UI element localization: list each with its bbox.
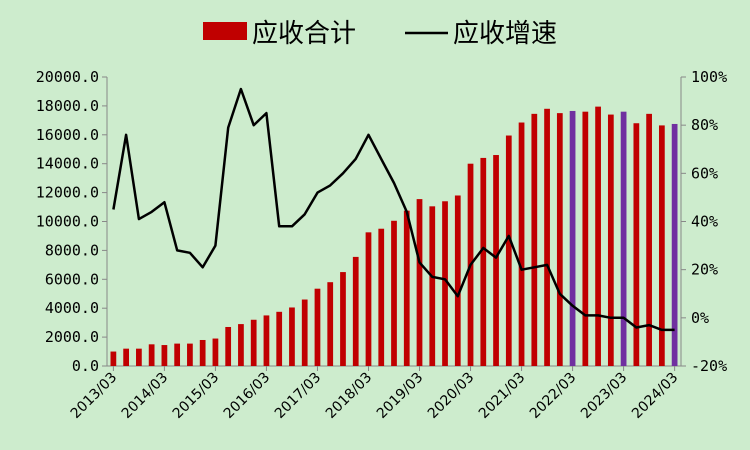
x-tick-label: 2014/03 bbox=[119, 370, 171, 422]
bar bbox=[582, 111, 589, 367]
growth-line-layer bbox=[112, 87, 675, 332]
right-tick-label: 100% bbox=[691, 68, 727, 86]
x-tick-label: 2024/03 bbox=[629, 370, 681, 422]
x-tick-label: 2022/03 bbox=[527, 370, 579, 422]
x-tick-label: 2017/03 bbox=[272, 370, 324, 422]
bar bbox=[442, 201, 448, 366]
x-tick-label: 2018/03 bbox=[323, 370, 375, 422]
bar bbox=[416, 199, 423, 366]
left-tick-label: 4000.0 bbox=[45, 299, 99, 317]
legend-bar-label: 应收合计 bbox=[252, 19, 356, 49]
bar bbox=[671, 123, 678, 367]
bar bbox=[391, 220, 397, 366]
left-tick-label: 12000.0 bbox=[36, 184, 99, 202]
bar bbox=[429, 206, 436, 366]
bar bbox=[225, 326, 232, 366]
bar bbox=[110, 351, 117, 366]
bar bbox=[544, 108, 550, 366]
x-tick-label: 2016/03 bbox=[221, 370, 273, 422]
left-tick-label: 16000.0 bbox=[36, 126, 99, 144]
bar bbox=[263, 315, 270, 366]
left-tick-label: 0.0 bbox=[72, 357, 99, 375]
bar bbox=[148, 344, 155, 366]
bar bbox=[314, 288, 321, 366]
bar bbox=[556, 113, 563, 366]
x-tick-label: 2020/03 bbox=[425, 370, 477, 422]
right-tick-label: 20% bbox=[691, 261, 718, 279]
x-tick-label: 2019/03 bbox=[374, 370, 426, 422]
x-tick-label: 2013/03 bbox=[68, 370, 120, 422]
left-tick-label: 18000.0 bbox=[36, 97, 99, 115]
right-tick-label: 0% bbox=[691, 309, 709, 327]
legend-line-label: 应收增速 bbox=[453, 19, 557, 49]
legend-bar-swatch bbox=[203, 22, 247, 40]
bar bbox=[365, 232, 372, 366]
bar bbox=[276, 311, 283, 366]
bar bbox=[340, 272, 346, 366]
bar bbox=[569, 110, 576, 367]
bar bbox=[620, 111, 627, 367]
bar bbox=[531, 113, 538, 366]
right-tick-label: -20% bbox=[691, 357, 727, 375]
bar bbox=[633, 123, 640, 367]
bar bbox=[136, 348, 142, 366]
bar bbox=[327, 282, 334, 366]
bar bbox=[352, 256, 359, 366]
left-tick-label: 2000.0 bbox=[45, 328, 99, 346]
bar bbox=[646, 113, 652, 366]
bar bbox=[187, 343, 193, 366]
bar bbox=[212, 338, 219, 366]
bars bbox=[110, 106, 678, 367]
bar bbox=[595, 106, 601, 366]
bar bbox=[289, 307, 295, 366]
bar bbox=[301, 299, 308, 366]
bar bbox=[378, 228, 385, 366]
legend: 应收合计 应收增速 bbox=[203, 19, 557, 49]
bar bbox=[658, 125, 665, 366]
bar bbox=[199, 339, 206, 366]
bar bbox=[607, 114, 614, 366]
bar bbox=[518, 122, 525, 366]
bar bbox=[123, 348, 130, 366]
right-tick-label: 40% bbox=[691, 213, 718, 231]
left-tick-label: 20000.0 bbox=[36, 68, 99, 86]
bar bbox=[493, 155, 499, 366]
bar bbox=[174, 343, 181, 366]
right-tick-label: 80% bbox=[691, 116, 718, 134]
bar bbox=[238, 324, 244, 366]
bar bbox=[403, 210, 410, 366]
growth-line bbox=[112, 87, 675, 332]
left-tick-label: 8000.0 bbox=[45, 241, 99, 259]
left-tick-label: 14000.0 bbox=[36, 155, 99, 173]
bar bbox=[161, 345, 168, 366]
x-tick-label: 2023/03 bbox=[578, 370, 630, 422]
bar bbox=[454, 195, 461, 366]
x-tick-label: 2015/03 bbox=[170, 370, 222, 422]
x-tick-label: 2021/03 bbox=[476, 370, 528, 422]
bar bbox=[505, 135, 512, 366]
bar bbox=[480, 157, 487, 366]
bar bbox=[250, 319, 257, 366]
left-tick-label: 10000.0 bbox=[36, 213, 99, 231]
left-tick-label: 6000.0 bbox=[45, 270, 99, 288]
right-tick-label: 60% bbox=[691, 164, 718, 182]
